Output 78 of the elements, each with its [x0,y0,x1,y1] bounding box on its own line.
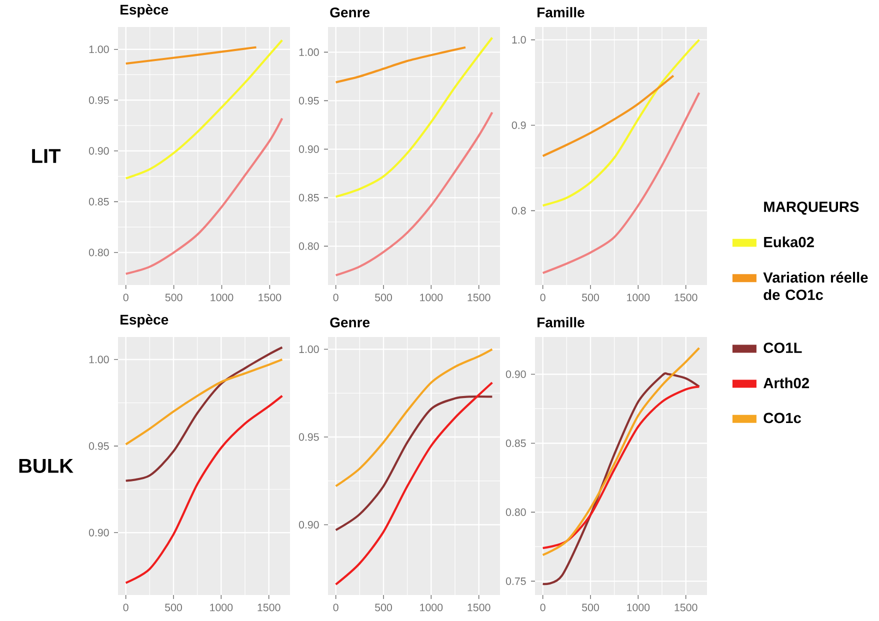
x-tick-label: 500 [375,604,392,612]
line-series [124,394,284,584]
x-tick-label: 500 [375,294,392,302]
line-series [334,348,494,488]
line-series [124,346,284,482]
y-tick-label: 0.85 [506,439,526,447]
x-tick-label: 500 [582,294,599,302]
chart-title: Famille [538,7,584,18]
chart-title: Genre [330,317,370,328]
y-tick-label: 0.85 [88,198,109,206]
line-series [542,92,700,274]
x-tick-label: 1500 [468,604,490,612]
y-tick-label: 0.90 [298,521,319,529]
y-tick-label: 0.9 [512,121,526,130]
y-tick-label: 0.90 [88,528,109,536]
x-tick-label: 0 [123,294,128,302]
x-tick-label: 1500 [468,294,490,302]
y-tick-label: 0.85 [298,194,319,202]
line-series [334,111,494,276]
y-tick-label: 0.75 [506,577,526,585]
x-tick-label: 0 [540,604,546,612]
legend-label: CO1L [764,342,802,353]
y-tick-label: 0.95 [88,96,109,104]
line-series [542,74,675,158]
y-tick-label: 0.90 [506,370,526,378]
line-series [124,358,284,446]
x-tick-label: 1500 [674,604,698,612]
x-tick-label: 500 [582,604,599,612]
x-tick-label: 1000 [627,604,650,612]
y-tick-label: 1.00 [299,48,319,56]
y-tick-label: 0.8 [512,206,526,214]
line-series [334,382,494,586]
legend-label: CO1c [764,412,801,424]
line-series [334,395,494,532]
x-tick-label: 0 [333,604,338,612]
line-series [334,36,494,198]
y-tick-label: 1.00 [299,346,319,354]
y-tick-label: 0.95 [298,433,319,441]
y-tick-label: 1.00 [89,46,109,54]
y-tick-label: 0.95 [298,96,319,104]
line-series [542,386,700,550]
chart-title: Famille [538,317,584,328]
y-tick-label: 1.00 [89,356,109,364]
x-tick-label: 1500 [258,294,282,302]
chart-title: Espèce [120,314,168,328]
y-tick-label: 0.90 [298,145,319,153]
y-tick-label: 0.80 [88,248,109,256]
line-series [542,38,700,207]
x-tick-label: 1000 [627,294,650,302]
line-series [542,346,700,556]
x-tick-label: 1000 [210,294,234,302]
chart-title: Espèce [120,4,168,18]
y-axis-title: LIT [32,149,61,163]
x-tick-label: 1500 [258,604,280,612]
x-tick-label: 0 [540,294,546,302]
y-tick-label: 1.0 [512,36,526,44]
y-tick-label: 0.90 [88,147,109,155]
line-series [542,372,700,586]
line-series [124,117,284,275]
x-tick-label: 1000 [210,604,233,612]
legend-label: Arth02 [763,378,809,388]
y-axis-title: BULK [19,459,74,473]
x-tick-label: 1000 [420,604,443,612]
x-tick-label: 1500 [674,294,698,302]
chart-title: Genre [330,7,370,18]
x-tick-label: 1000 [420,294,443,302]
x-tick-label: 0 [333,294,338,302]
legend-title: MARQUEURS [764,202,859,215]
line-series [124,39,284,180]
y-tick-label: 0.80 [298,242,319,250]
legend-label: Variation réelle de CO1c [763,272,868,300]
line-series [334,46,467,84]
x-tick-label: 500 [165,294,182,302]
y-tick-label: 0.80 [506,508,526,516]
legend-label: Euka02 [764,236,814,248]
y-tick-label: 0.95 [88,442,109,450]
x-tick-label: 500 [165,604,182,612]
x-tick-label: 0 [123,604,128,612]
